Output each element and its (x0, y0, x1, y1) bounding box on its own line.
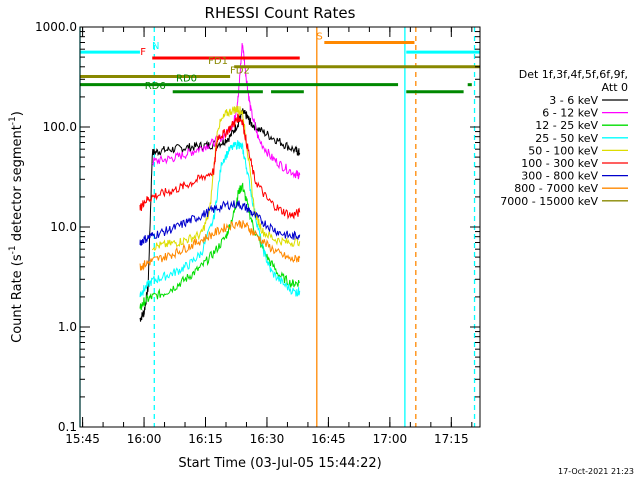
series-line-3 (139, 140, 301, 298)
chart-title: RHESSI Count Rates (205, 4, 356, 22)
timestamp: 17-Oct-2021 21:23 (558, 467, 634, 476)
series-line-7 (139, 220, 301, 271)
legend-label-3: 25 - 50 keV (535, 132, 598, 145)
flag-label-rd6: RD6 (145, 81, 166, 92)
legend-label-0: 3 - 6 keV (549, 94, 598, 107)
series-line-6 (139, 200, 301, 246)
event-vertical-lines (79, 27, 476, 427)
flag-label-rd0: RD0 (176, 74, 197, 85)
legend-label-2: 12 - 25 keV (535, 119, 598, 132)
legend-label-1: 6 - 12 keV (542, 107, 598, 120)
flag-label-s: S (316, 31, 322, 42)
y-axis-label: Count Rate (s-1 detector segment-1) (8, 111, 25, 343)
series-lines (139, 43, 301, 322)
series-line-4 (151, 105, 301, 252)
x-tick-label-4: 16:45 (311, 432, 346, 446)
y-tick-label-3: 100.0 (43, 120, 77, 134)
x-axis-label: Start Time (03-Jul-05 15:44:22) (178, 456, 381, 471)
y-axis-ticks: 0.1 1.0 10.0 100.0 1000.0 (35, 20, 480, 434)
y-axis-label-sup2: -1 (8, 116, 18, 125)
flag-label-fd2: FD2 (230, 65, 250, 76)
x-tick-label-0: 15:45 (65, 432, 100, 446)
series-line-0 (139, 108, 301, 322)
flag-label-f: F (140, 47, 146, 58)
x-tick-label-3: 16:30 (250, 432, 285, 446)
x-axis-ticks: 15:45 16:00 16:15 16:30 16:45 17:00 17:15 (65, 27, 473, 446)
series-line-2 (139, 182, 300, 311)
x-tick-label-2: 16:15 (188, 432, 223, 446)
legend-label-4: 50 - 100 keV (528, 144, 598, 157)
y-tick-label-1: 1.0 (58, 320, 77, 334)
y-tick-label-0: 0.1 (58, 420, 77, 434)
legend-label-5: 100 - 300 keV (521, 157, 598, 170)
flag-label-fd1: FD1 (208, 56, 228, 67)
series-line-1 (151, 43, 301, 180)
legend-label-6: 300 - 800 keV (521, 170, 598, 183)
y-axis-label-mid: detector segment (10, 125, 25, 245)
legend-label-7: 800 - 7000 keV (514, 182, 598, 195)
y-axis-label-sup1: -1 (8, 245, 18, 254)
x-tick-label-1: 16:00 (127, 432, 162, 446)
legend-header-line1: Det 1f,3f,4f,5f,6f,9f, (519, 68, 628, 81)
flag-label-n: N (152, 41, 159, 52)
x-tick-label-5: 17:00 (373, 432, 408, 446)
y-tick-label-2: 10.0 (50, 220, 77, 234)
y-axis-label-main: Count Rate (s (10, 254, 25, 343)
y-axis-label-end: ) (10, 111, 25, 116)
legend-label-8: 7000 - 15000 keV (500, 195, 598, 208)
series-line-5 (139, 113, 301, 220)
legend: Det 1f,3f,4f,5f,6f,9f, Att 0 3 - 6 keV6 … (500, 68, 628, 208)
legend-header-line2: Att 0 (602, 81, 628, 94)
plot-frame (79, 26, 481, 428)
x-tick-label-6: 17:15 (434, 432, 469, 446)
y-tick-label-4: 1000.0 (35, 20, 77, 34)
